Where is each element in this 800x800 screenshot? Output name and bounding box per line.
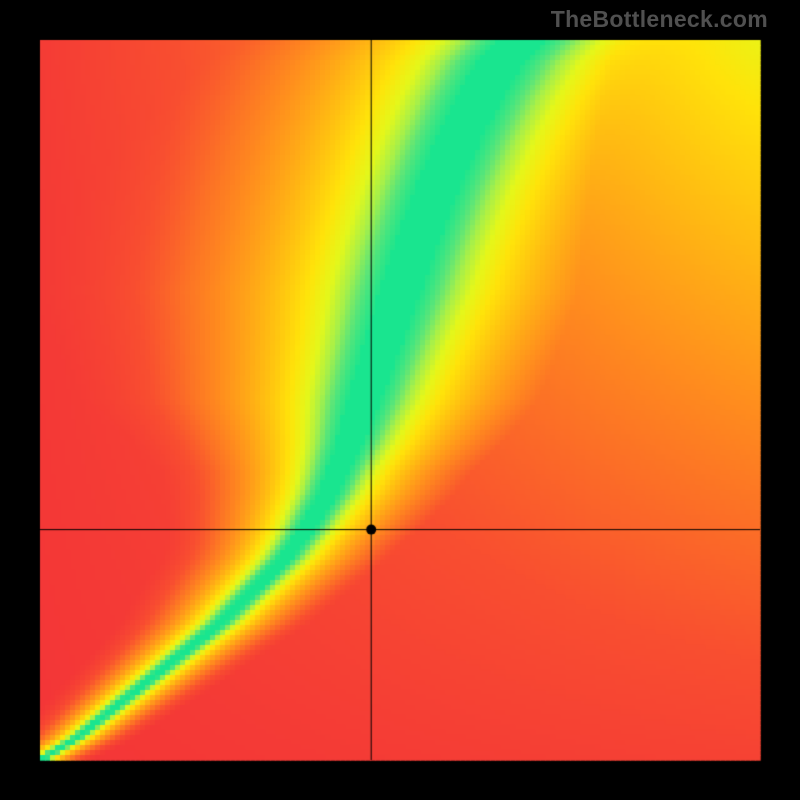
chart-container: TheBottleneck.com: [0, 0, 800, 800]
watermark-text: TheBottleneck.com: [551, 6, 768, 33]
heatmap-canvas: [0, 0, 800, 800]
